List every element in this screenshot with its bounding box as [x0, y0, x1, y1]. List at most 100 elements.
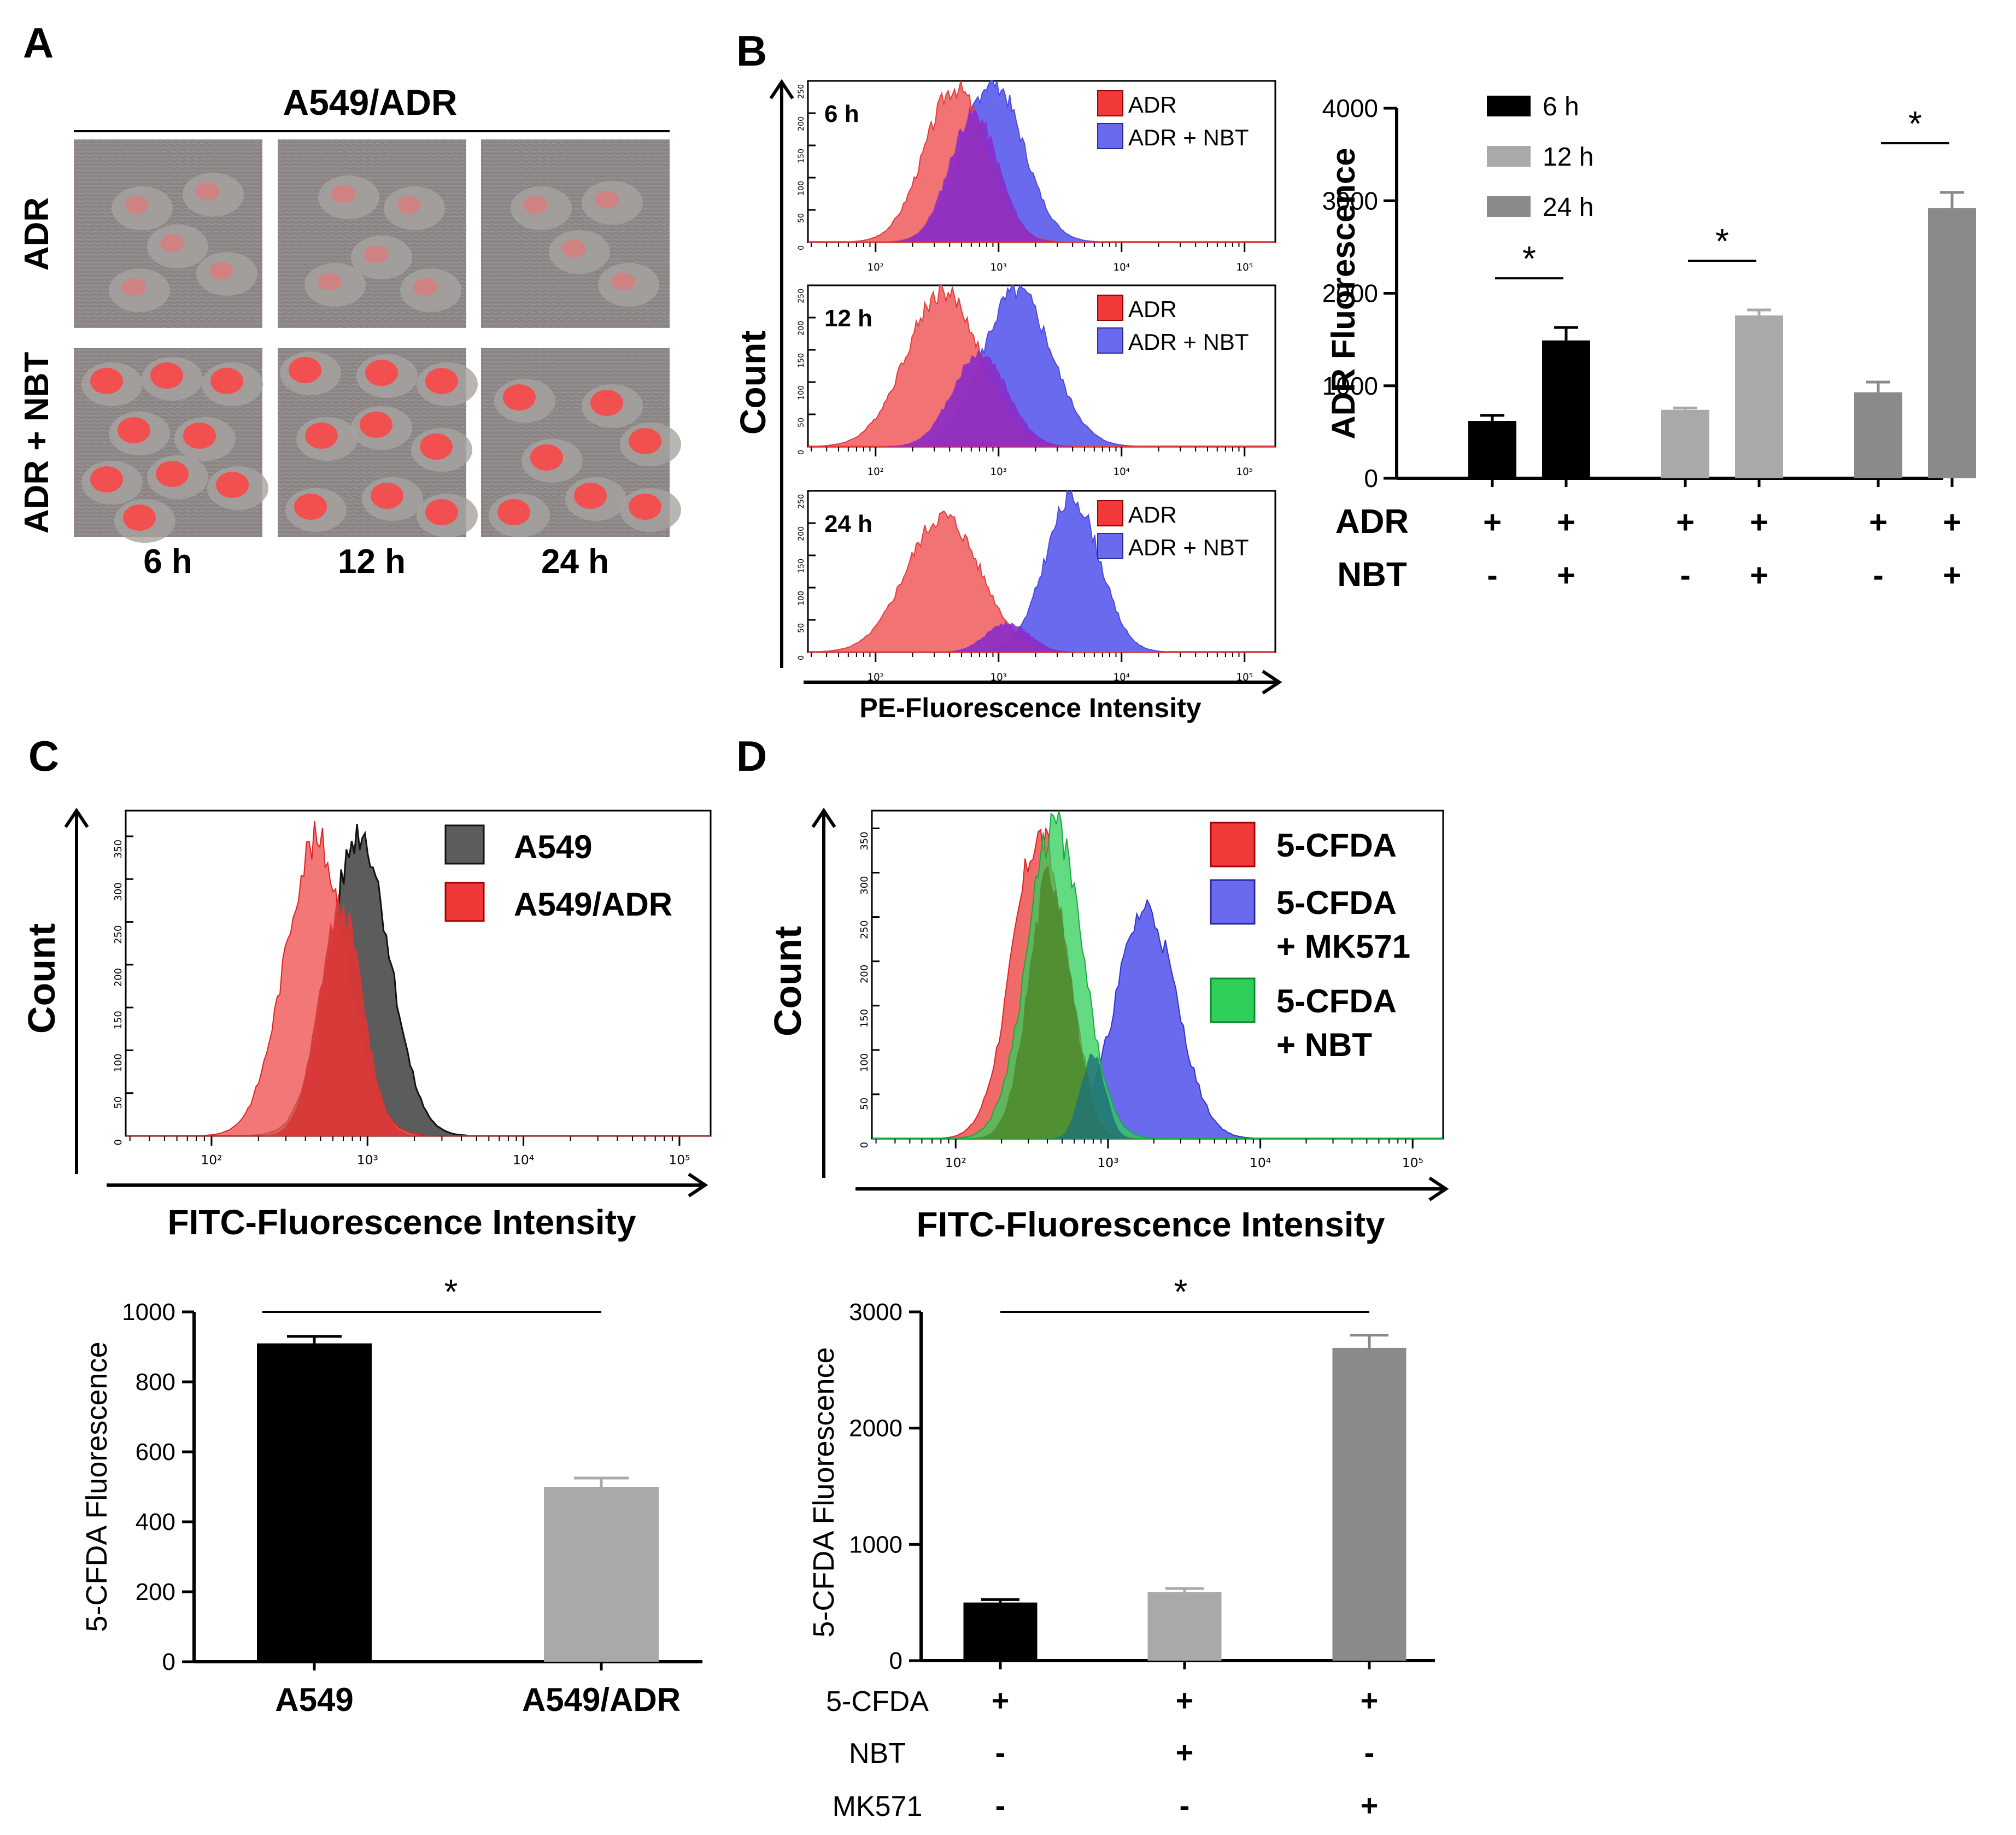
panel-b-hist-1-ytick-label: 100 [797, 181, 806, 196]
legend-label-3: 5-CFDA [1276, 983, 1397, 1019]
panel-b-row-label-adr: ADR [1335, 503, 1409, 541]
panel-c-xlabel: FITC-Fluorescence Intensity [167, 1203, 636, 1242]
cell-nucleus [425, 368, 458, 394]
panel-b-hist-3-xtick-label: 10⁴ [1114, 672, 1130, 683]
panel-b-hist-1-xtick-label: 10³ [991, 262, 1007, 273]
adr-sign: + [1676, 505, 1695, 540]
legend-swatch-12h [1487, 146, 1531, 167]
panel-c-bar-ylabel: 5-CFDA Fluorescence [80, 1341, 113, 1632]
legend-label-2: 5-CFDA [1276, 884, 1397, 921]
panel-b-bar-ylabel: ADR Fluorescence [1325, 148, 1362, 439]
cell-nucleus [196, 183, 220, 200]
legend-swatch-adr [1097, 500, 1123, 526]
bar-a549-adr [544, 1487, 659, 1662]
panel-d-sign: + [992, 1683, 1010, 1717]
adr-sign: + [1869, 505, 1888, 540]
panel-b-hist-3-ytick-label: 0 [797, 655, 806, 660]
legend-label-adr: ADR [1128, 502, 1177, 527]
panel-d-hist-xtick-label: 10³ [1097, 1155, 1118, 1170]
legend-label-adr-nbt: ADR + NBT [1128, 125, 1249, 150]
cell-nucleus [360, 412, 392, 438]
panel-d-sign: - [1180, 1788, 1190, 1822]
panel-c-hist-xtick-label: 10³ [357, 1152, 378, 1168]
legend-label-1: 5-CFDA [1276, 827, 1397, 864]
panel-a-row-label-adr: ADR [18, 197, 56, 271]
cell-nucleus [118, 417, 150, 443]
cell-nucleus [425, 499, 458, 525]
panel-d-hist-xtick-label: 10² [945, 1155, 966, 1170]
cell-nucleus [595, 191, 619, 208]
panel-d-hist-ytick-label: 300 [859, 876, 870, 895]
bar-2 [1147, 1592, 1222, 1661]
panel-d-sign: + [1361, 1683, 1379, 1717]
panel-a-title: A549/ADR [283, 82, 457, 122]
panel-c-bar-ytick-label: 400 [136, 1509, 175, 1535]
panel-c-y-arrow [64, 807, 89, 1174]
cell-nucleus [210, 368, 243, 394]
legend-label-12h: 12 h [1543, 143, 1593, 172]
cell-nucleus [562, 240, 586, 257]
panel-d-x-arrow [855, 1176, 1449, 1201]
significance-star: * [1522, 239, 1536, 278]
panel-b-hist-1-ytick-label: 250 [797, 84, 806, 99]
legend-label-adr: ADR [1128, 296, 1177, 322]
panel-b-hist-2: 0 50 100 150 200 250 10² 10³ 10⁴ 10⁵ 12 h ADR ADR + … [797, 284, 1276, 478]
cell-nucleus [611, 273, 635, 290]
hist-series-adr [808, 80, 1275, 243]
panel-b-x-arrow [804, 670, 1282, 695]
micrograph-adr-2 [278, 139, 466, 328]
panel-c-hist-ytick-label: 50 [113, 1097, 124, 1109]
panel-b-row-label-nbt: NBT [1337, 556, 1407, 594]
panel-letter-B: B [736, 27, 767, 75]
legend-swatch-3 [1210, 977, 1256, 1023]
nbt-sign: - [1680, 558, 1690, 593]
panel-b-bar: 0 1000 2000 3000 4000 ADR Fluorescence + - + + * + -… [1322, 92, 1976, 594]
legend-swatch-a549-adr [444, 882, 485, 922]
panel-b-hist-label-3: 24 h [824, 511, 872, 537]
panel-b-hist-1-xtick-label: 10⁵ [1236, 262, 1253, 273]
cell-nucleus [574, 483, 607, 509]
cell-nucleus [90, 368, 123, 394]
panel-b-bar-ytick-label: 2000 [1322, 279, 1378, 308]
panel-b-hist-3-xtick-label: 10² [868, 672, 884, 683]
cell-nucleus [331, 185, 355, 203]
panel-b-hist-3-ytick-label: 150 [797, 559, 806, 573]
cell-nucleus [420, 433, 453, 460]
panel-c-hist-ytick-label: 100 [113, 1053, 124, 1072]
bar-12h-1 [1661, 409, 1709, 478]
panel-c-bar: 0 200 400 600 800 1000 5-CFDA Fluorescence A549… [80, 1272, 702, 1718]
panel-a: A549/ADR ADR ADR + NBT 6 h 12 h 24 h [18, 82, 681, 581]
category-label-1: A549 [275, 1681, 353, 1718]
panel-letter-C: C [28, 732, 59, 780]
panel-b-hist-2-ytick-label: 0 [797, 450, 806, 455]
significance-star: * [1174, 1272, 1188, 1311]
panel-b-hist-1-ytick-label: 0 [797, 245, 806, 250]
panel-d-histogram: 0 50 100 150 200 250 300 350 10² 10³ 10⁴ 10⁵ Count FI… [766, 807, 1449, 1244]
legend-label-adr: ADR [1128, 92, 1177, 118]
legend-swatch-1 [1210, 822, 1256, 867]
panel-c-hist-ytick-label: 350 [113, 840, 124, 858]
panel-c-x-arrow-head [688, 1172, 708, 1198]
adr-sign: + [1750, 505, 1768, 540]
panel-b-hist-2-ytick-label: 250 [797, 289, 806, 303]
panel-d-hist-ytick-label: 250 [859, 921, 870, 939]
panel-c-histogram: 0 50 100 150 200 250 300 350 10² 10³ 10⁴ 10⁵ Count FI… [20, 807, 712, 1242]
panel-b-hist-2-ytick-label: 50 [797, 418, 806, 427]
panel-c-hist-border [125, 810, 712, 1137]
panel-c-hist-xtick-label: 10⁴ [513, 1152, 534, 1168]
panel-b-hist-1-ytick-label: 150 [797, 149, 806, 163]
cell-nucleus [294, 494, 327, 520]
panel-c-hist-ytick-label: 0 [113, 1139, 124, 1145]
panel-b-hist-1-xtick-label: 10⁴ [1114, 262, 1130, 273]
panel-letter-A: A [23, 19, 54, 67]
cell-nucleus [365, 360, 398, 386]
cell-nucleus [125, 196, 149, 214]
panel-d-bar-ytick-label: 0 [889, 1648, 902, 1674]
nbt-sign: - [1873, 558, 1883, 593]
panel-a-col-label-3: 24 h [541, 543, 609, 581]
panel-c-bar-ytick-label: 600 [136, 1439, 175, 1465]
legend-swatch-adr [1097, 90, 1123, 116]
panel-c-ylabel: Count [20, 923, 63, 1034]
panel-b-hist-3-ytick-label: 250 [797, 494, 806, 509]
panel-b-hist-label-1: 6 h [824, 101, 859, 127]
